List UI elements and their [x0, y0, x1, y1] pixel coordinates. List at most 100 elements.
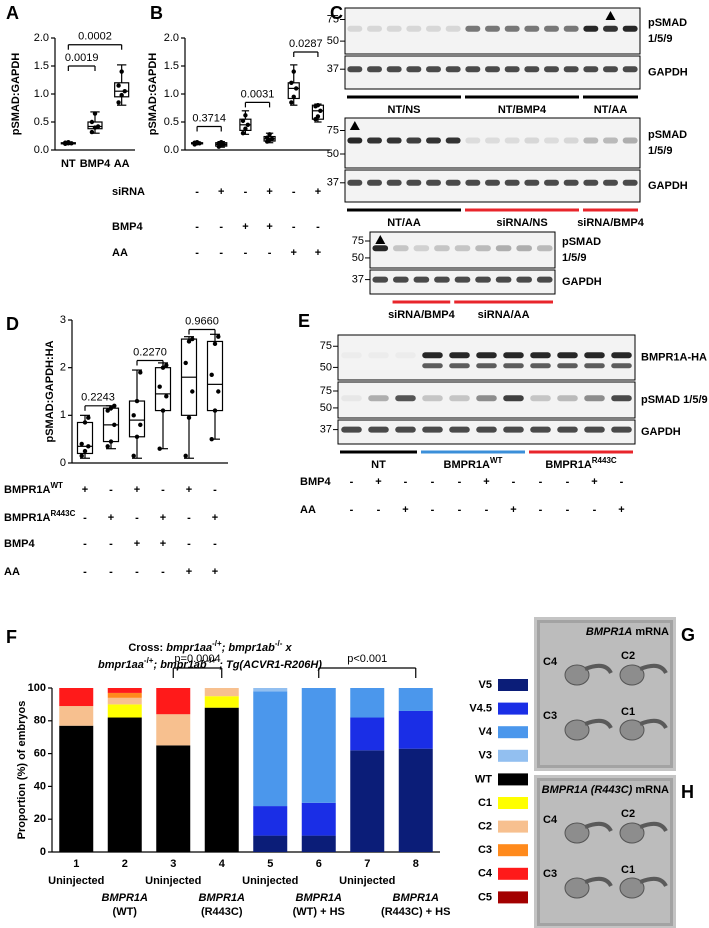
- bar-segment: [107, 688, 142, 693]
- photo-title-part: mRNA: [632, 784, 669, 796]
- bar-segment: [107, 692, 142, 698]
- x-tick-label: AA: [114, 158, 130, 170]
- data-point: [131, 413, 136, 418]
- band: [504, 137, 520, 144]
- band: [544, 179, 559, 186]
- data-point: [240, 131, 246, 136]
- p-value: p<0.001: [347, 653, 387, 665]
- band: [406, 25, 422, 32]
- x-tick-label: NT: [61, 158, 76, 170]
- chart-title-part: ; bmpr1ab: [222, 642, 275, 654]
- treatment-sign: -: [620, 476, 624, 488]
- data-point: [89, 129, 95, 135]
- data-point: [293, 86, 299, 91]
- y-tick-label: 2.0: [164, 32, 179, 44]
- treatment-sign: -: [195, 221, 199, 233]
- x-sublabel: Uninjected: [48, 875, 104, 887]
- size-marker: 37: [327, 63, 339, 75]
- group-label-part: NT/BMP4: [498, 104, 547, 116]
- size-marker: 50: [320, 361, 332, 373]
- blot-row: [369, 231, 556, 269]
- data-point: [92, 111, 98, 116]
- bar-segment: [253, 835, 288, 852]
- chart-title: Cross: bmpr1aa-/+; bmpr1ab-/- x: [128, 639, 292, 654]
- arrowhead: [605, 11, 616, 20]
- x-tick-label: 6: [316, 858, 322, 870]
- treatment-sign: -: [244, 186, 248, 198]
- band: [465, 25, 481, 32]
- data-point: [105, 444, 110, 449]
- band: [454, 276, 471, 283]
- data-point: [243, 113, 248, 118]
- row-label: 1/5/9: [648, 145, 672, 157]
- band: [422, 363, 443, 369]
- data-point: [291, 94, 296, 100]
- group-label: siRNA/BMP4: [388, 309, 456, 321]
- y-tick-label: 2: [60, 362, 66, 374]
- bar-segment: [253, 688, 288, 692]
- photo-title-part: BMPR1A (R443C): [542, 784, 633, 796]
- band: [584, 352, 605, 359]
- embryo-yolk: [564, 664, 590, 686]
- data-point: [95, 124, 101, 129]
- data-point: [157, 384, 162, 389]
- y-tick-label: 1.5: [34, 60, 49, 72]
- y-tick-label: 1.0: [34, 88, 49, 100]
- embryo-tail: [639, 876, 668, 888]
- treatment-label: BMPR1AR443C: [4, 509, 76, 524]
- band: [611, 363, 632, 369]
- band: [557, 352, 578, 359]
- y-tick-label: 0.0: [164, 144, 179, 156]
- photo-title: BMPR1A (R443C) mRNA: [542, 784, 669, 796]
- row-label: pSMAD: [562, 236, 601, 248]
- y-axis-label: pSMAD:GAPDH: [147, 53, 159, 136]
- size-marker: 50: [320, 402, 332, 414]
- treatment-sign: -: [292, 186, 296, 198]
- band: [584, 363, 605, 369]
- x-tick-label: BMP4: [80, 158, 111, 170]
- band: [603, 66, 618, 73]
- treatment-sign: -: [539, 504, 543, 516]
- data-point: [131, 453, 136, 459]
- p-value: 0.0031: [241, 88, 275, 100]
- row-label: BMPR1A-HA: [641, 351, 707, 363]
- panel-letter: D: [6, 314, 19, 334]
- band: [347, 137, 363, 144]
- band: [495, 276, 512, 283]
- group-label-part: NT/NS: [388, 104, 421, 116]
- treatment-sign: -: [485, 504, 489, 516]
- embryo-label: C4: [543, 656, 558, 668]
- box: [206, 340, 224, 412]
- data-point: [318, 108, 323, 114]
- legend-swatch: [498, 749, 528, 762]
- band: [386, 25, 402, 32]
- data-point: [112, 403, 117, 408]
- band: [367, 66, 382, 73]
- photo-vignette: [534, 617, 676, 771]
- y-tick-label: 80: [34, 715, 46, 727]
- box: [76, 421, 94, 455]
- band: [536, 245, 553, 252]
- data-point: [66, 139, 71, 145]
- x-sublabel: BMPR1A: [199, 892, 246, 904]
- embryo-label: C2: [621, 650, 635, 662]
- treatment-sign: +: [212, 566, 218, 578]
- x-tick-label: 8: [413, 858, 419, 870]
- treatment-sign: +: [186, 484, 192, 496]
- band: [395, 352, 416, 358]
- treatment-sign: -: [512, 476, 516, 488]
- band: [367, 179, 382, 186]
- embryo-yolk: [564, 877, 590, 899]
- treatment-label-part: AA: [112, 247, 128, 259]
- band: [503, 426, 524, 433]
- row-label: GAPDH: [648, 66, 688, 78]
- x-sublabel: Uninjected: [242, 875, 298, 887]
- x-tick-label: 5: [267, 858, 273, 870]
- treatment-label-part: R443C: [50, 509, 75, 518]
- bar-segment: [59, 725, 94, 852]
- data-point: [119, 69, 124, 74]
- data-point: [116, 83, 121, 88]
- data-point: [183, 360, 188, 366]
- chart-title-part: bmpr1aa: [98, 659, 144, 671]
- chart-title-part: -/+: [144, 656, 154, 665]
